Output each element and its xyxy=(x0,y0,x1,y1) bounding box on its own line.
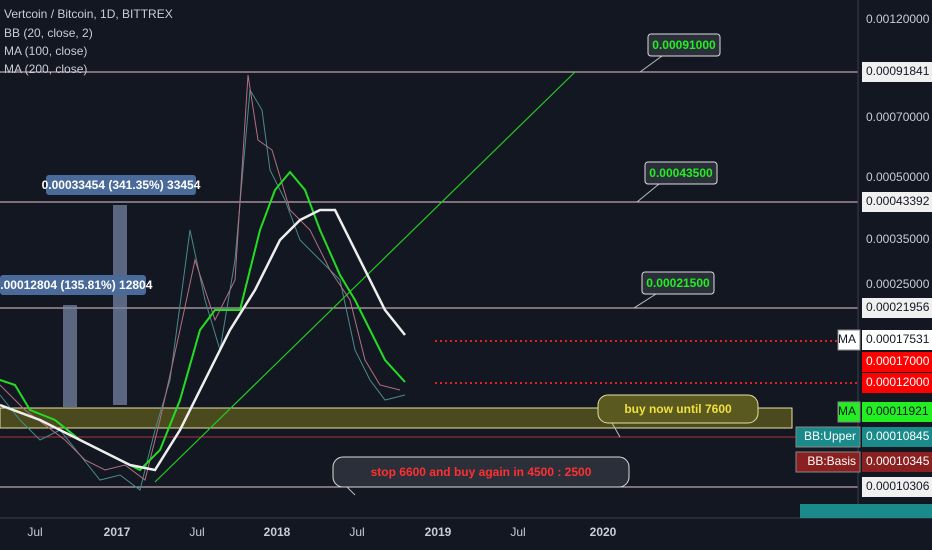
trend-line xyxy=(154,71,576,483)
legend-title: Vertcoin / Bitcoin, 1D, BITTREX xyxy=(4,7,173,21)
time-label: 2020 xyxy=(590,525,617,539)
time-label: Jul xyxy=(189,525,204,539)
legend-item: MA (100, close) xyxy=(4,44,87,58)
target-callout-text: 0.00091000 xyxy=(652,38,716,52)
measure-box xyxy=(63,305,77,407)
time-label: 2018 xyxy=(264,525,291,539)
measure-label xyxy=(46,175,196,195)
price-label-box xyxy=(862,62,932,82)
price-label-box xyxy=(862,427,932,447)
price-label: 0.00021956 xyxy=(866,300,930,314)
price-label: 0.00070000 xyxy=(866,110,930,124)
callout-pointer xyxy=(346,486,356,496)
callout-pointer xyxy=(633,293,657,309)
target-callout-text: 0.00021500 xyxy=(646,276,710,290)
price-tag: BB:Basis xyxy=(807,454,856,468)
price-label: 0.00050000 xyxy=(866,170,930,184)
ma-100 xyxy=(0,170,406,472)
target-callout xyxy=(641,271,715,295)
price-label-box xyxy=(862,373,932,393)
price-label: 0.00010345 xyxy=(866,454,930,468)
target-callout xyxy=(644,161,718,185)
target-callout-text: 0.00043500 xyxy=(649,166,713,180)
price-tag: MA xyxy=(838,332,856,346)
price-label-box xyxy=(862,192,932,212)
price-label-box xyxy=(862,477,932,497)
measure-label xyxy=(0,275,146,295)
price-path xyxy=(0,74,401,481)
buy-callout xyxy=(597,394,759,424)
price-tag: BB:Upper xyxy=(804,429,856,443)
price-label-box xyxy=(862,352,932,372)
legend-item: MA (200, close) xyxy=(4,62,87,76)
ma-200 xyxy=(0,208,406,472)
measure-box xyxy=(113,205,127,405)
price-label: 0.00011921 xyxy=(866,404,929,418)
price-tag-box xyxy=(795,426,861,448)
price-tag-box xyxy=(837,329,861,351)
price-label-box xyxy=(800,504,932,518)
stop-callout xyxy=(332,456,630,488)
price-label-box xyxy=(862,330,932,350)
callout-pointer xyxy=(639,55,663,73)
price-label: 0.00017531 xyxy=(866,332,930,346)
measure-label-text: 0.00033454 (341.35%) 33454 xyxy=(42,178,201,192)
callout-pointer xyxy=(636,183,660,203)
price-label: 0.00010306 xyxy=(866,479,930,493)
price-tag: MA xyxy=(838,404,856,418)
price-label: 0.00017000 xyxy=(866,354,930,368)
price-tag-box xyxy=(795,451,861,473)
price-label: 0.00091841 xyxy=(866,64,930,78)
time-label: Jul xyxy=(27,525,42,539)
target-callout xyxy=(647,33,721,57)
time-label: 2019 xyxy=(425,525,452,539)
price-tag-box xyxy=(837,401,861,423)
price-label-box xyxy=(862,452,932,472)
price-label: 0.00120000 xyxy=(866,12,930,26)
stop-callout-text: stop 6600 and buy again in 4500 : 2500 xyxy=(371,465,592,479)
price-label: 0.00012000 xyxy=(866,375,930,389)
buy-callout-text: buy now until 7600 xyxy=(624,402,732,416)
price-label-box xyxy=(862,298,932,318)
time-label: Jul xyxy=(510,525,525,539)
callout-pointer xyxy=(611,422,621,438)
price-label: 0.00010845 xyxy=(866,429,930,443)
time-label: 2017 xyxy=(104,525,131,539)
measure-label-text: 0.00012804 (135.81%) 12804 xyxy=(0,278,153,292)
price-label-box xyxy=(862,402,932,422)
price-label: 0.00025000 xyxy=(866,277,930,291)
price-label: 0.00035000 xyxy=(866,232,930,246)
time-label: Jul xyxy=(349,525,364,539)
price-label: 0.00043392 xyxy=(866,194,930,208)
buy-zone xyxy=(0,407,793,429)
legend-item: BB (20, close, 2) xyxy=(4,26,93,40)
